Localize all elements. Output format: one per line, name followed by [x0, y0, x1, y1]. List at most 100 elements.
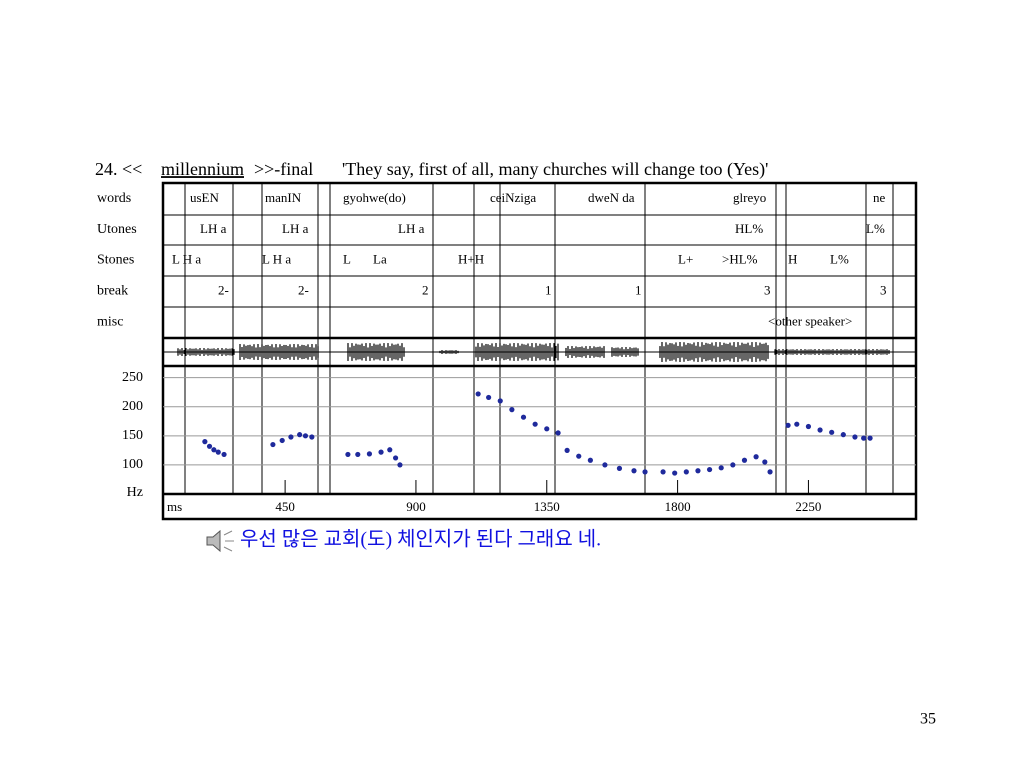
tier-label: <other speaker>: [768, 313, 852, 328]
tier-label: LH a: [282, 221, 309, 236]
pitch-point: [753, 454, 759, 460]
tier-label: HL%: [735, 221, 763, 236]
x-tick-label: 1350: [534, 499, 560, 514]
pitch-point: [378, 449, 384, 455]
pitch-point: [767, 469, 773, 475]
pitch-point: [730, 462, 736, 468]
pitch-point: [544, 426, 550, 432]
pitch-point: [587, 457, 593, 463]
y-tick-label: 100: [122, 457, 143, 472]
tier-label: L H a: [262, 251, 291, 266]
title-suffix: >>-final: [254, 159, 313, 179]
caption: 우선 많은 교회(도) 체인지가 된다 그래요 네.: [240, 528, 601, 551]
tier-label: 2-: [218, 282, 229, 297]
pitch-point: [695, 468, 701, 474]
pitch-point: [520, 414, 527, 420]
pitch-point: [762, 459, 768, 465]
pitch-point: [672, 470, 678, 476]
tier-label: manIN: [265, 190, 302, 205]
tier-label: 3: [764, 282, 771, 297]
pitch-point: [270, 441, 276, 448]
pitch-point: [497, 398, 503, 404]
pitch-point: [861, 435, 867, 441]
pitch-point: [392, 455, 399, 461]
tier-label: usEN: [190, 190, 220, 205]
pitch-point: [576, 453, 582, 459]
pitch-point: [397, 462, 403, 468]
tier-label: H: [788, 251, 797, 266]
pitch-point: [202, 439, 208, 445]
x-tick-label: 450: [275, 499, 295, 514]
tier-label: >HL%: [722, 251, 758, 266]
pitch-point: [794, 421, 800, 427]
pitch-point: [817, 427, 823, 433]
figure-frame: [161, 181, 918, 521]
pitch-point: [741, 457, 748, 463]
pitch-point: [302, 433, 309, 439]
tier-label: gyohwe(do): [343, 190, 406, 205]
pitch-point: [805, 423, 812, 430]
y-tick-label: 150: [122, 428, 143, 443]
pitch-point: [555, 430, 561, 436]
tier-label: L%: [830, 251, 849, 266]
tier-label: 2: [422, 282, 429, 297]
pitch-point: [387, 447, 393, 453]
pitch-point: [215, 449, 221, 455]
pitch-point: [867, 435, 873, 441]
tier-label: L+: [678, 251, 693, 266]
tier-name: Stones: [97, 253, 134, 268]
tier-label: LH a: [398, 221, 425, 236]
tier-label: L: [343, 251, 351, 266]
tier-label: LH a: [200, 221, 227, 236]
pitch-point: [852, 434, 858, 440]
y-tick-label: 200: [122, 399, 143, 414]
pitch-point: [309, 434, 315, 440]
pitch-point: [642, 469, 648, 475]
pitch-point: [221, 451, 227, 458]
pitch-point: [602, 462, 608, 468]
tier-label: ne: [873, 190, 886, 205]
pitch-point: [475, 391, 481, 397]
tier-label: La: [373, 251, 387, 266]
tier-label: 3: [880, 282, 887, 297]
tier-label: 2-: [298, 282, 309, 297]
title-word: millennium: [161, 159, 244, 179]
pitch-point: [631, 468, 637, 474]
pitch-point: [509, 407, 515, 413]
pitch-point: [355, 451, 361, 458]
tier-name: words: [97, 191, 131, 206]
pitch-point: [683, 469, 689, 475]
pitch-point: [785, 422, 791, 428]
pitch-point: [206, 443, 213, 449]
pitch-point: [345, 451, 351, 458]
pitch-point: [829, 429, 835, 435]
pitch-point: [718, 465, 724, 471]
pitch-point: [706, 466, 713, 473]
pitch-point: [486, 394, 492, 401]
pitch-point: [616, 465, 623, 471]
pitch-point: [279, 437, 285, 444]
pitch-point: [211, 447, 217, 453]
title-number: 24. <<: [95, 159, 142, 179]
pitch-point: [564, 447, 570, 453]
y-axis-label: Hz: [127, 485, 143, 500]
title-gloss: 'They say, first of all, many churches w…: [342, 159, 768, 180]
pitch-point: [840, 432, 846, 438]
tier-label: dweN da: [588, 190, 635, 205]
tier-name: Utones: [97, 222, 137, 237]
tier-label: L H a: [172, 251, 201, 266]
tier-label: H+H: [458, 251, 484, 266]
x-tick-label: 2250: [795, 499, 821, 514]
page-number: 35: [920, 711, 936, 728]
pitch-point: [366, 451, 373, 457]
x-axis-label: ms: [167, 499, 182, 514]
x-tick-label: 1800: [665, 499, 691, 514]
tier-label: 1: [635, 282, 642, 297]
pitch-point: [297, 432, 303, 438]
pitch-point: [532, 421, 538, 427]
y-tick-label: 250: [122, 370, 143, 385]
tier-name: break: [97, 284, 128, 299]
speaker-icon: [206, 529, 234, 553]
